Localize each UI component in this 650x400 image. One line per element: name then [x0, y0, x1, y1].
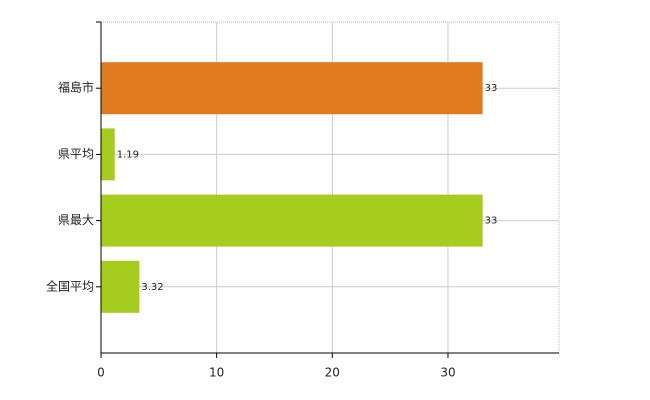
value-label: 1.19 [117, 149, 139, 160]
x-tick-label: 10 [209, 366, 224, 380]
y-tick-label: 福島市 [58, 80, 94, 95]
value-label: 33 [485, 83, 498, 94]
bar [101, 260, 140, 313]
y-tick-label: 全国平均 [46, 278, 94, 293]
x-tick-label: 0 [97, 366, 105, 380]
value-label: 3.32 [141, 282, 163, 293]
x-tick-label: 20 [325, 366, 340, 380]
y-tick-label: 県最大 [58, 213, 94, 227]
bar [101, 128, 115, 181]
y-tick-label: 県平均 [58, 147, 94, 161]
bar [101, 62, 483, 115]
value-label: 33 [485, 216, 498, 227]
x-tick-label: 30 [440, 366, 455, 380]
bar [101, 194, 483, 247]
